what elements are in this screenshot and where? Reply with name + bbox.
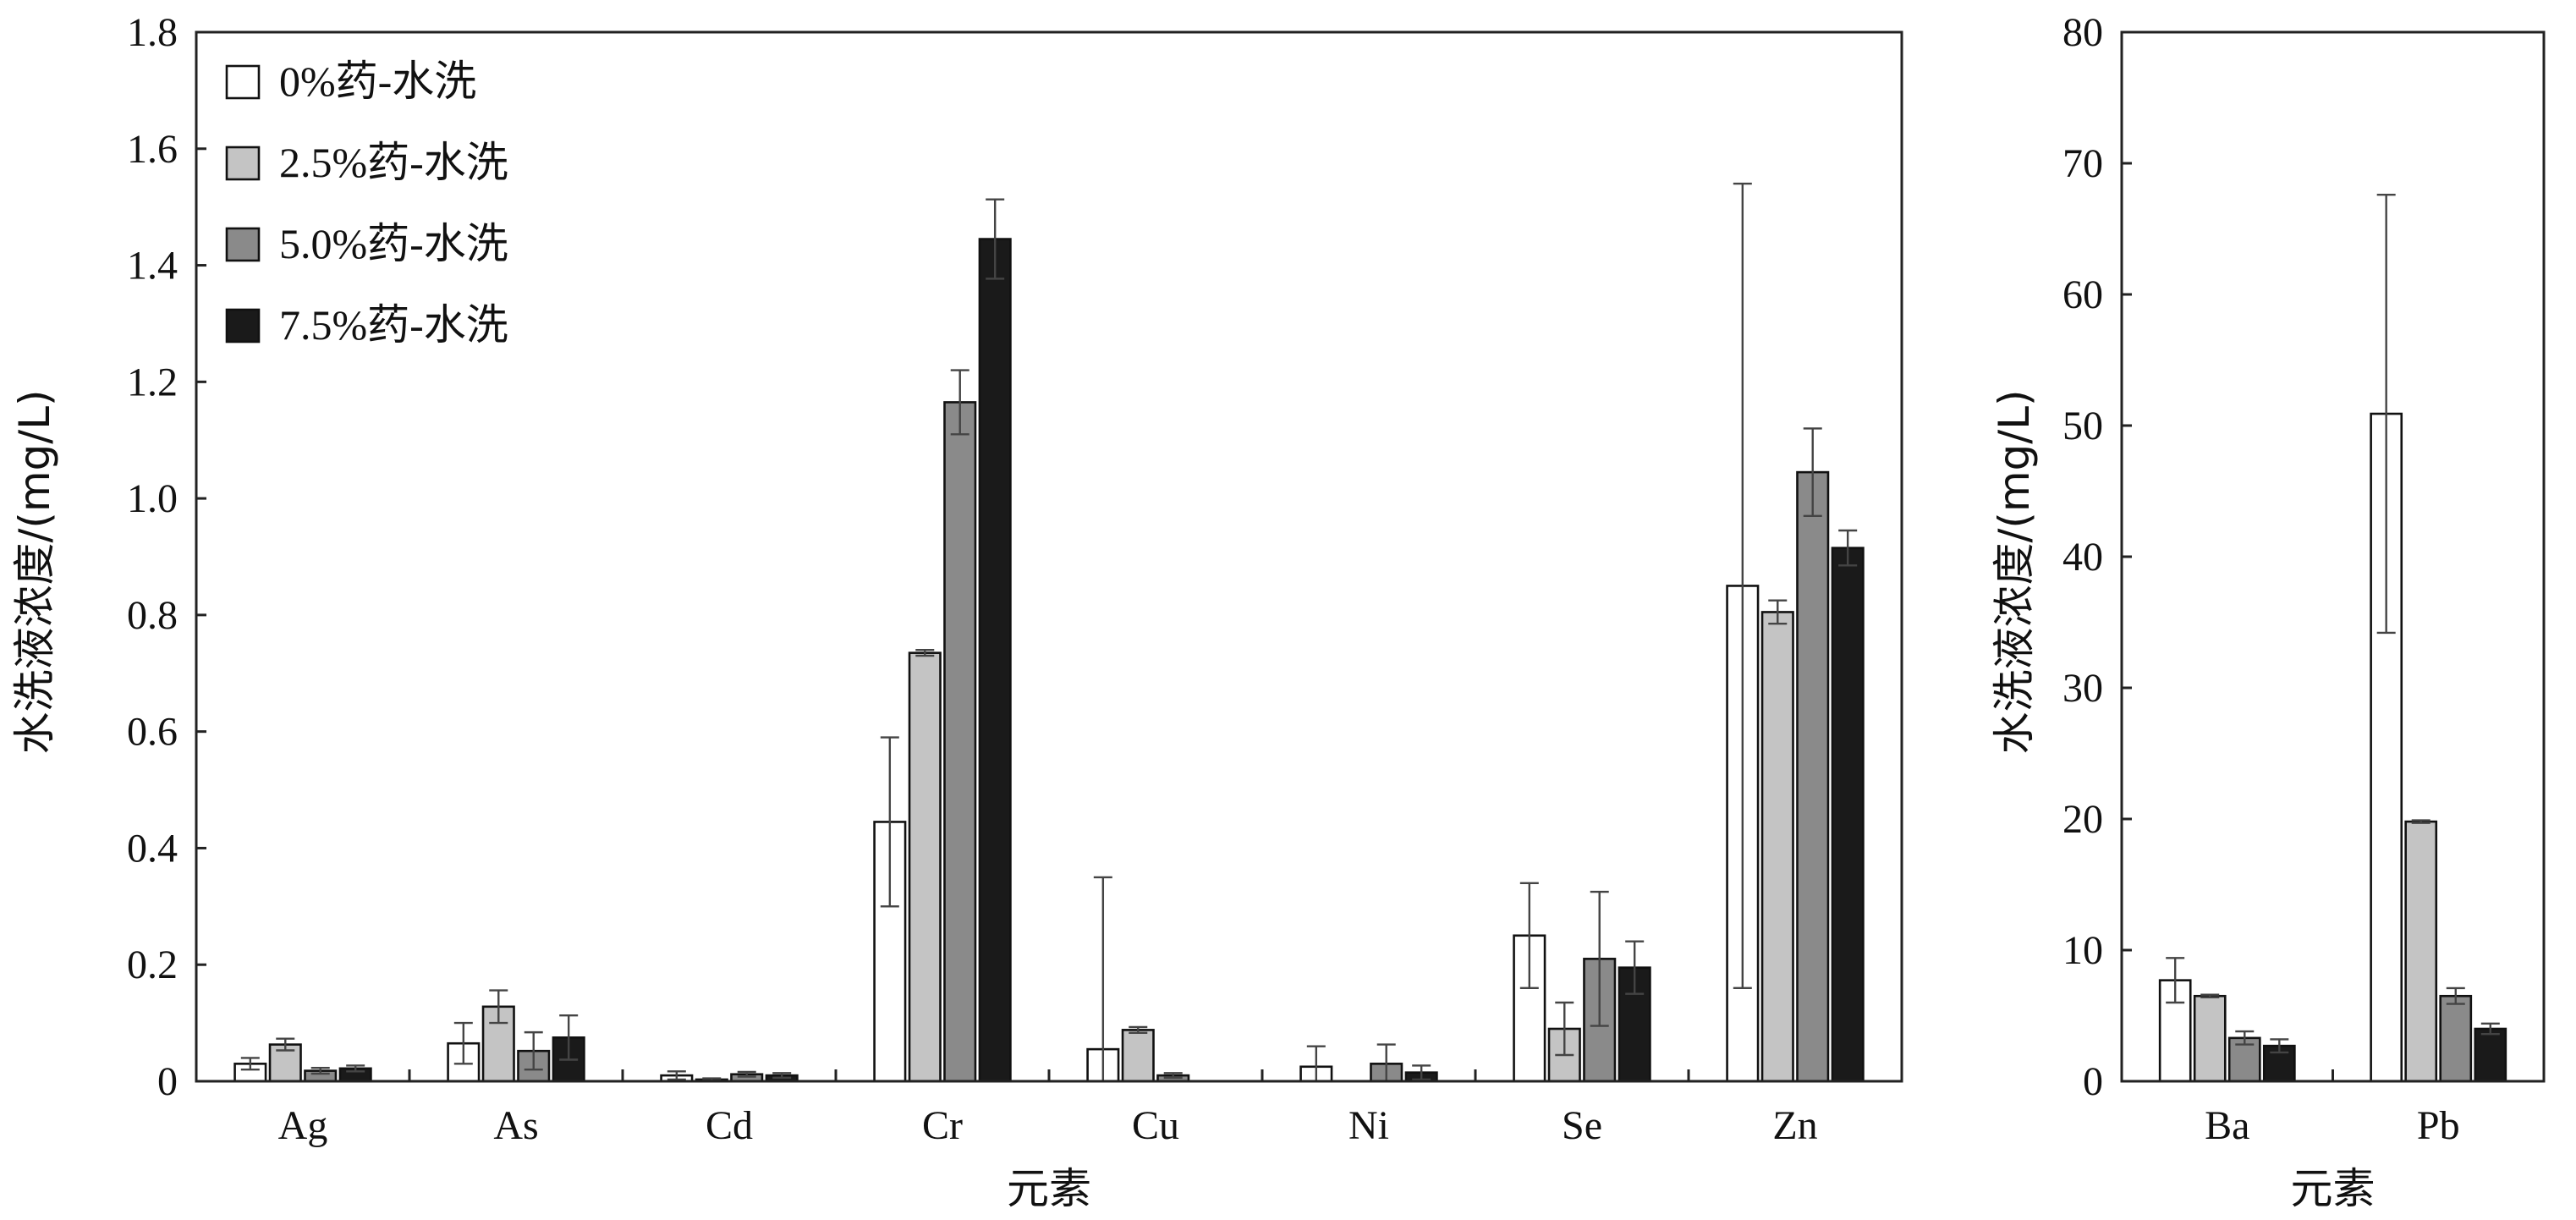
y-tick-label: 1.4 [127, 244, 178, 289]
legend: 0%药-水洗 2.5%药-水洗 5.0%药-水洗 7.5%药-水洗 [225, 58, 508, 349]
bar [2404, 820, 2438, 1083]
y-tick-label: 50 [2062, 404, 2103, 448]
y-tick-label: 0.4 [127, 826, 178, 871]
x-tick-label: Zn [1772, 1103, 1817, 1148]
plot-frame [195, 30, 1903, 1083]
bar [908, 651, 942, 1083]
y-tick-label: 80 [2062, 10, 2103, 55]
bar [1831, 547, 1865, 1083]
y-tick-label: 60 [2062, 272, 2103, 317]
y-tick-label: 10 [2062, 928, 2103, 973]
x-tick-label: Pb [2417, 1103, 2460, 1148]
legend-label: 5.0%药-水洗 [279, 220, 508, 267]
x-tick-label: Cd [706, 1103, 753, 1148]
x-axis-title: 元素 [2291, 1164, 2376, 1213]
y-tick-label: 1.8 [127, 10, 178, 55]
y-axis-title: 水洗液浓度/(mg/L) [10, 389, 59, 754]
legend-swatch [225, 308, 261, 343]
chart-panel-1: 0 0.2 0.4 0.6 0.8 1.0 1.2 1.4 1.6 1.8 Ag As Cd Cr Cu Ni… [10, 10, 1903, 1213]
y-axis-title: 水洗液浓度/(mg/L) [1990, 389, 2039, 754]
bar [1121, 1029, 1155, 1083]
x-tick-label: As [493, 1103, 538, 1148]
bar [2474, 1027, 2507, 1083]
y-tick-label: 40 [2062, 535, 2103, 580]
legend-label: 2.5%药-水洗 [279, 139, 508, 186]
y-tick-label: 0.6 [127, 710, 178, 755]
bar [2439, 994, 2473, 1083]
legend-label: 7.5%药-水洗 [279, 301, 508, 349]
x-tick-label: Cr [922, 1103, 963, 1148]
x-axis-title: 元素 [1007, 1164, 1091, 1213]
y-tick-label: 0.8 [127, 593, 178, 638]
y-tick-label: 0 [157, 1059, 178, 1104]
x-tick-label: Se [1562, 1103, 1602, 1148]
y-tick-label: 70 [2062, 141, 2103, 186]
y-tick-label: 1.0 [127, 476, 178, 521]
y-tick-label: 1.2 [127, 360, 178, 404]
x-tick-label: Ag [278, 1103, 328, 1148]
y-tick-label: 0 [2083, 1059, 2103, 1104]
plot-frame [2120, 30, 2546, 1083]
bar [1796, 470, 1830, 1083]
legend-label: 0%药-水洗 [279, 58, 476, 105]
y-tick-label: 20 [2062, 797, 2103, 842]
x-tick-label: Cu [1132, 1103, 1179, 1148]
bar [1760, 611, 1794, 1083]
chart-panel-2: 0 10 20 30 40 50 60 70 80 Ba Pb 元素 水洗液浓度/(mg/L) [1990, 10, 2546, 1213]
y-tick-label: 30 [2062, 666, 2103, 711]
y-tick-label: 1.6 [127, 127, 178, 172]
bar [2193, 994, 2227, 1083]
legend-swatch [225, 64, 261, 100]
y-tick-label: 0.2 [127, 942, 178, 987]
legend-swatch [225, 146, 261, 181]
bar [978, 238, 1012, 1083]
legend-swatch [225, 227, 261, 262]
bar [943, 401, 977, 1083]
x-tick-label: Ba [2205, 1103, 2249, 1148]
x-tick-label: Ni [1348, 1103, 1389, 1148]
